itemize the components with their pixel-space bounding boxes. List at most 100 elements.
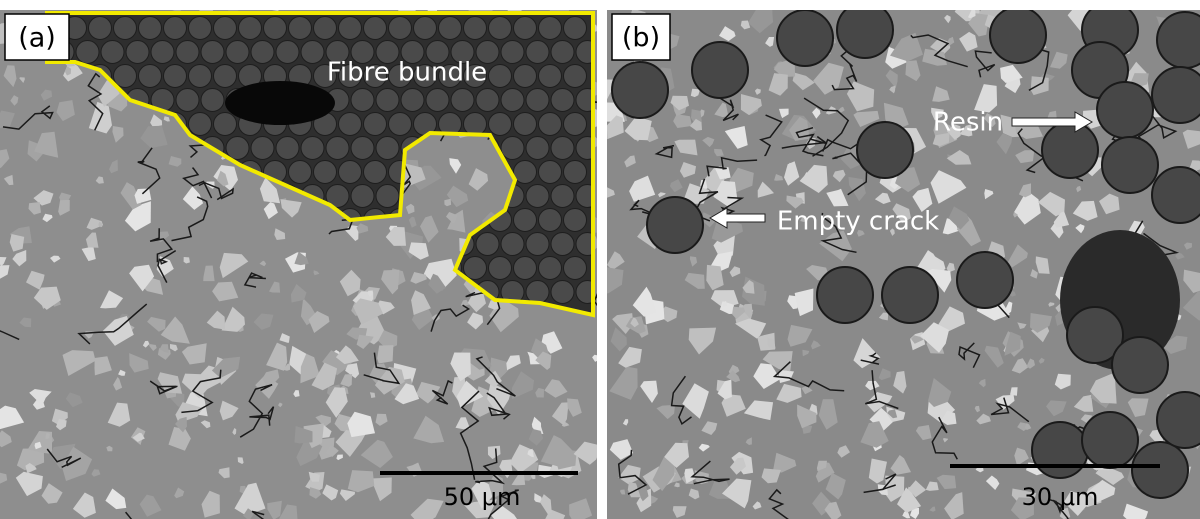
fibre [351, 89, 374, 112]
fibre [139, 17, 162, 40]
fibre [564, 17, 587, 40]
grain [377, 345, 393, 363]
fibre [501, 41, 524, 64]
annotation: Fibre bundle [327, 58, 487, 88]
fibre [376, 89, 399, 112]
fibre [489, 257, 512, 280]
scale-label: 50 μm [444, 483, 521, 511]
fibre [526, 137, 549, 160]
fibre [226, 137, 249, 160]
fibre [501, 233, 524, 256]
fibre [226, 41, 249, 64]
fibre [414, 17, 437, 40]
fibre [551, 41, 574, 64]
fibre [364, 161, 387, 184]
fibre [439, 17, 462, 40]
fibre [551, 233, 574, 256]
fibre [389, 17, 412, 40]
fibre [501, 137, 524, 160]
fibre [89, 17, 112, 40]
fibre [817, 267, 873, 323]
fibre [364, 113, 387, 136]
fibre [1152, 67, 1200, 123]
fibre [1132, 442, 1188, 498]
fibre [476, 89, 499, 112]
fibre [376, 185, 399, 208]
fibre [514, 113, 537, 136]
fibre [289, 161, 312, 184]
scale-label: 30 μm [1022, 483, 1099, 511]
fibre [301, 41, 324, 64]
fibre [539, 161, 562, 184]
fibre [189, 65, 212, 88]
fibre [489, 113, 512, 136]
fibre [264, 17, 287, 40]
fibre [551, 185, 574, 208]
fibre [189, 113, 212, 136]
fibre [176, 41, 199, 64]
fibre [114, 65, 137, 88]
fibre [276, 41, 299, 64]
fibre [539, 257, 562, 280]
fibre [114, 17, 137, 40]
fibre [139, 65, 162, 88]
fibre [401, 89, 424, 112]
panel-label: (b) [622, 23, 660, 54]
fibre [857, 122, 913, 178]
fibre [214, 17, 237, 40]
fibre [389, 113, 412, 136]
fibre [201, 89, 224, 112]
fibre [539, 17, 562, 40]
fibre [464, 257, 487, 280]
fibre [164, 65, 187, 88]
fibre [526, 41, 549, 64]
fibre [777, 10, 833, 66]
fibre [301, 137, 324, 160]
fibre [351, 137, 374, 160]
fibre [426, 89, 449, 112]
fibre [451, 89, 474, 112]
panel-a: (a) Fibre bundle 50 μm [0, 0, 616, 519]
fibre [526, 233, 549, 256]
fibre [514, 257, 537, 280]
fibre [289, 17, 312, 40]
fibre [251, 137, 274, 160]
fibre [364, 17, 387, 40]
fibre [339, 161, 362, 184]
fibre [251, 41, 274, 64]
fibre [1152, 167, 1200, 223]
fibre [957, 252, 1013, 308]
fibre [882, 267, 938, 323]
fibre [239, 17, 262, 40]
fibre [564, 257, 587, 280]
fibre [76, 41, 99, 64]
fibre [990, 7, 1046, 63]
fibre [101, 41, 124, 64]
annotation: Resin [933, 108, 1003, 138]
fibre [464, 17, 487, 40]
fibre [612, 62, 668, 118]
fibre [464, 113, 487, 136]
fibre [214, 65, 237, 88]
fibre [514, 209, 537, 232]
fibre [351, 185, 374, 208]
fibre [526, 281, 549, 304]
fibre [126, 41, 149, 64]
fibre [564, 161, 587, 184]
fibre [564, 209, 587, 232]
fibre [1112, 337, 1168, 393]
fibre [326, 137, 349, 160]
fibre [1102, 137, 1158, 193]
fibre [176, 89, 199, 112]
fibre [1042, 122, 1098, 178]
fibre [214, 113, 237, 136]
fibre [376, 137, 399, 160]
fibre [539, 65, 562, 88]
panel-b: (b) Resin Empty crack 30 μm [596, 0, 1200, 519]
fibre [564, 65, 587, 88]
fibre [551, 137, 574, 160]
fibre [539, 209, 562, 232]
fibre [1097, 82, 1153, 138]
fibre [489, 17, 512, 40]
fibre [501, 89, 524, 112]
